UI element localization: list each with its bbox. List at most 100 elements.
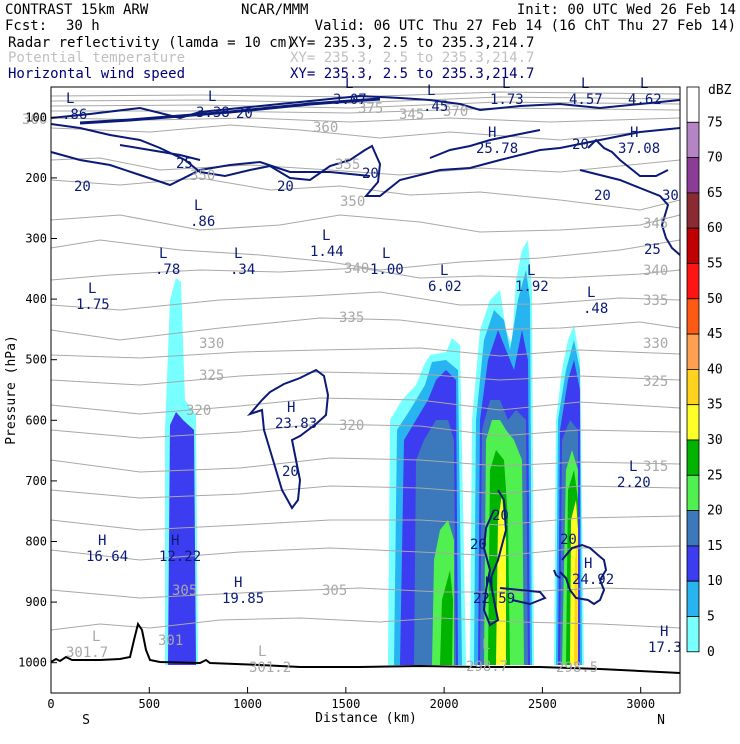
wind-low-marker: L (66, 91, 74, 107)
legend-theta-xy: XY= 235.3, 2.5 to 235.3,214.7 (290, 50, 534, 66)
legend-theta-name: Potential temperature (8, 50, 185, 66)
theta-contour-label: 350 (190, 168, 215, 184)
wind-contour (429, 129, 541, 159)
wind-contour (119, 144, 201, 161)
colorbar-swatch (686, 439, 700, 476)
wind-low-marker: L (527, 263, 535, 279)
wind-contour-label: 20 (277, 179, 294, 195)
wind-extremum-value: 12.22 (159, 549, 201, 565)
wind-low-marker: L (208, 89, 216, 105)
theta-contour-label: 375 (358, 101, 383, 117)
theta-contour-label: 330 (643, 336, 668, 352)
wind-extremum: H19.85 (222, 575, 264, 607)
wind-low-marker: L (322, 228, 330, 244)
terrain-layer (50, 621, 681, 674)
wind-extremum-value: 6.02 (428, 279, 462, 295)
wind-contour-label: 20 (362, 166, 379, 182)
theta-contour (50, 545, 681, 561)
y-tick-label: 300 (25, 232, 47, 246)
wind-contour (559, 543, 608, 606)
wind-low-marker: L (629, 459, 637, 475)
colorbar-swatch (686, 616, 700, 653)
plot-area: 360 375 345 370 360 355 350 350 345 340 340 335 335 3… (22, 76, 682, 694)
theta-low-marker: L (92, 629, 100, 645)
wind-extremum: L.34 (230, 246, 255, 278)
theta-contour (50, 515, 681, 531)
y-tick-label: 500 (25, 353, 47, 367)
colorbar-level-label: 50 (707, 292, 723, 307)
terrain-line (50, 621, 681, 674)
wind-low-marker: L (234, 246, 242, 262)
theta-contour (50, 457, 681, 473)
theta-contour (50, 101, 681, 109)
wind-contour-label: 20 (560, 532, 577, 548)
wind-extremum-value: 3.07 (333, 92, 367, 108)
theta-contour-label: 315 (643, 459, 668, 475)
theta-contour (50, 371, 681, 386)
wind-extremum-value: 1.00 (370, 262, 404, 278)
wind-extremum-value: 24.92 (572, 572, 614, 588)
wind-extremum: H24.92 (572, 556, 614, 588)
colorbar-swatch (686, 157, 700, 194)
x-tick-label: 2500 (528, 697, 557, 711)
reflectivity-15-column1 (168, 412, 196, 665)
axes: 0 500 1000 1500 2000 2500 3000 100 200 300 400 500 6… (18, 110, 655, 711)
wind-extremum-value: 16.64 (86, 549, 128, 565)
colorbar-level-label: 5 (707, 610, 715, 625)
theta-contour-labels: 360 375 345 370 360 355 350 350 345 340 340 335 335 3… (22, 101, 668, 676)
wind-contour-label: 20 (74, 179, 91, 195)
wind-extremum-value: .86 (62, 107, 87, 123)
y-axis-label: Pressure (hPa) (4, 335, 19, 445)
wind-extremum: H12.22 (159, 533, 201, 565)
wind-extremum-value: 4.57 (569, 92, 603, 108)
theta-contour-label: 305 (172, 583, 197, 599)
wind-low-marker: L (88, 281, 96, 297)
theta-contour (50, 291, 681, 311)
wind-low-marker: L (440, 263, 448, 279)
wind-contour-labels: 20 25 20 20 20 20 30 20 25 20 20 20 20 (74, 106, 679, 553)
wind-high-marker: H (630, 125, 638, 141)
x-tick-label: 1000 (233, 697, 262, 711)
wind-extremum: L.86 (190, 198, 215, 230)
wind-contour-label: 20 (492, 508, 509, 524)
theta-contour (50, 397, 681, 415)
colorbar-level-label: 70 (707, 151, 723, 166)
wind-extremum: L3.07 (333, 76, 367, 108)
init-time: Init: 00 UTC Wed 26 Feb 14 (517, 2, 736, 18)
wind-extremum: L.45 (423, 83, 448, 115)
theta-contour (50, 157, 681, 176)
wind-extremum-value: .34 (230, 262, 255, 278)
wind-contour (50, 123, 681, 197)
wind-contour-label: 20 (572, 137, 589, 153)
wind-extremum: L.48 (583, 285, 608, 317)
theta-contour (50, 96, 681, 104)
wind-high-marker: H (234, 575, 242, 591)
colorbar-swatch (686, 227, 700, 264)
theta-contour-label: 335 (643, 293, 668, 309)
wind-extremum-value: 19.85 (222, 591, 264, 607)
reflectivity-30-column2 (440, 570, 453, 665)
wind-extremum: L6.02 (428, 263, 462, 295)
theta-contour-label: 301 (158, 633, 183, 649)
x-axis-label: Distance (km) (315, 711, 417, 726)
wind-high-marker: H (287, 400, 295, 416)
wind-speed-contours (50, 94, 681, 627)
x-tick-label: 3000 (626, 697, 655, 711)
theta-contour (50, 423, 681, 439)
theta-contour-label: 320 (339, 418, 364, 434)
wind-contour (50, 151, 371, 187)
theta-contour-label: 345 (643, 216, 668, 232)
wind-high-marker: H (98, 533, 106, 549)
wind-extremum: L1.44 (310, 228, 344, 260)
colorbar-swatch (686, 510, 700, 547)
reflectivity-40-column4 (574, 540, 578, 665)
wind-contour-label: 20 (282, 464, 299, 480)
y-tick-label: 400 (25, 292, 47, 306)
wind-extremum-value: 37.08 (618, 141, 660, 157)
wind-contour (79, 97, 381, 125)
theta-contour (50, 239, 681, 271)
theta-contour-label: 301.2 (249, 660, 291, 676)
wind-contour (246, 368, 330, 510)
theta-contour-label: 320 (186, 403, 211, 419)
valid-time: Valid: 06 UTC Thu 27 Feb 14 (16 ChT Thu … (315, 18, 736, 34)
